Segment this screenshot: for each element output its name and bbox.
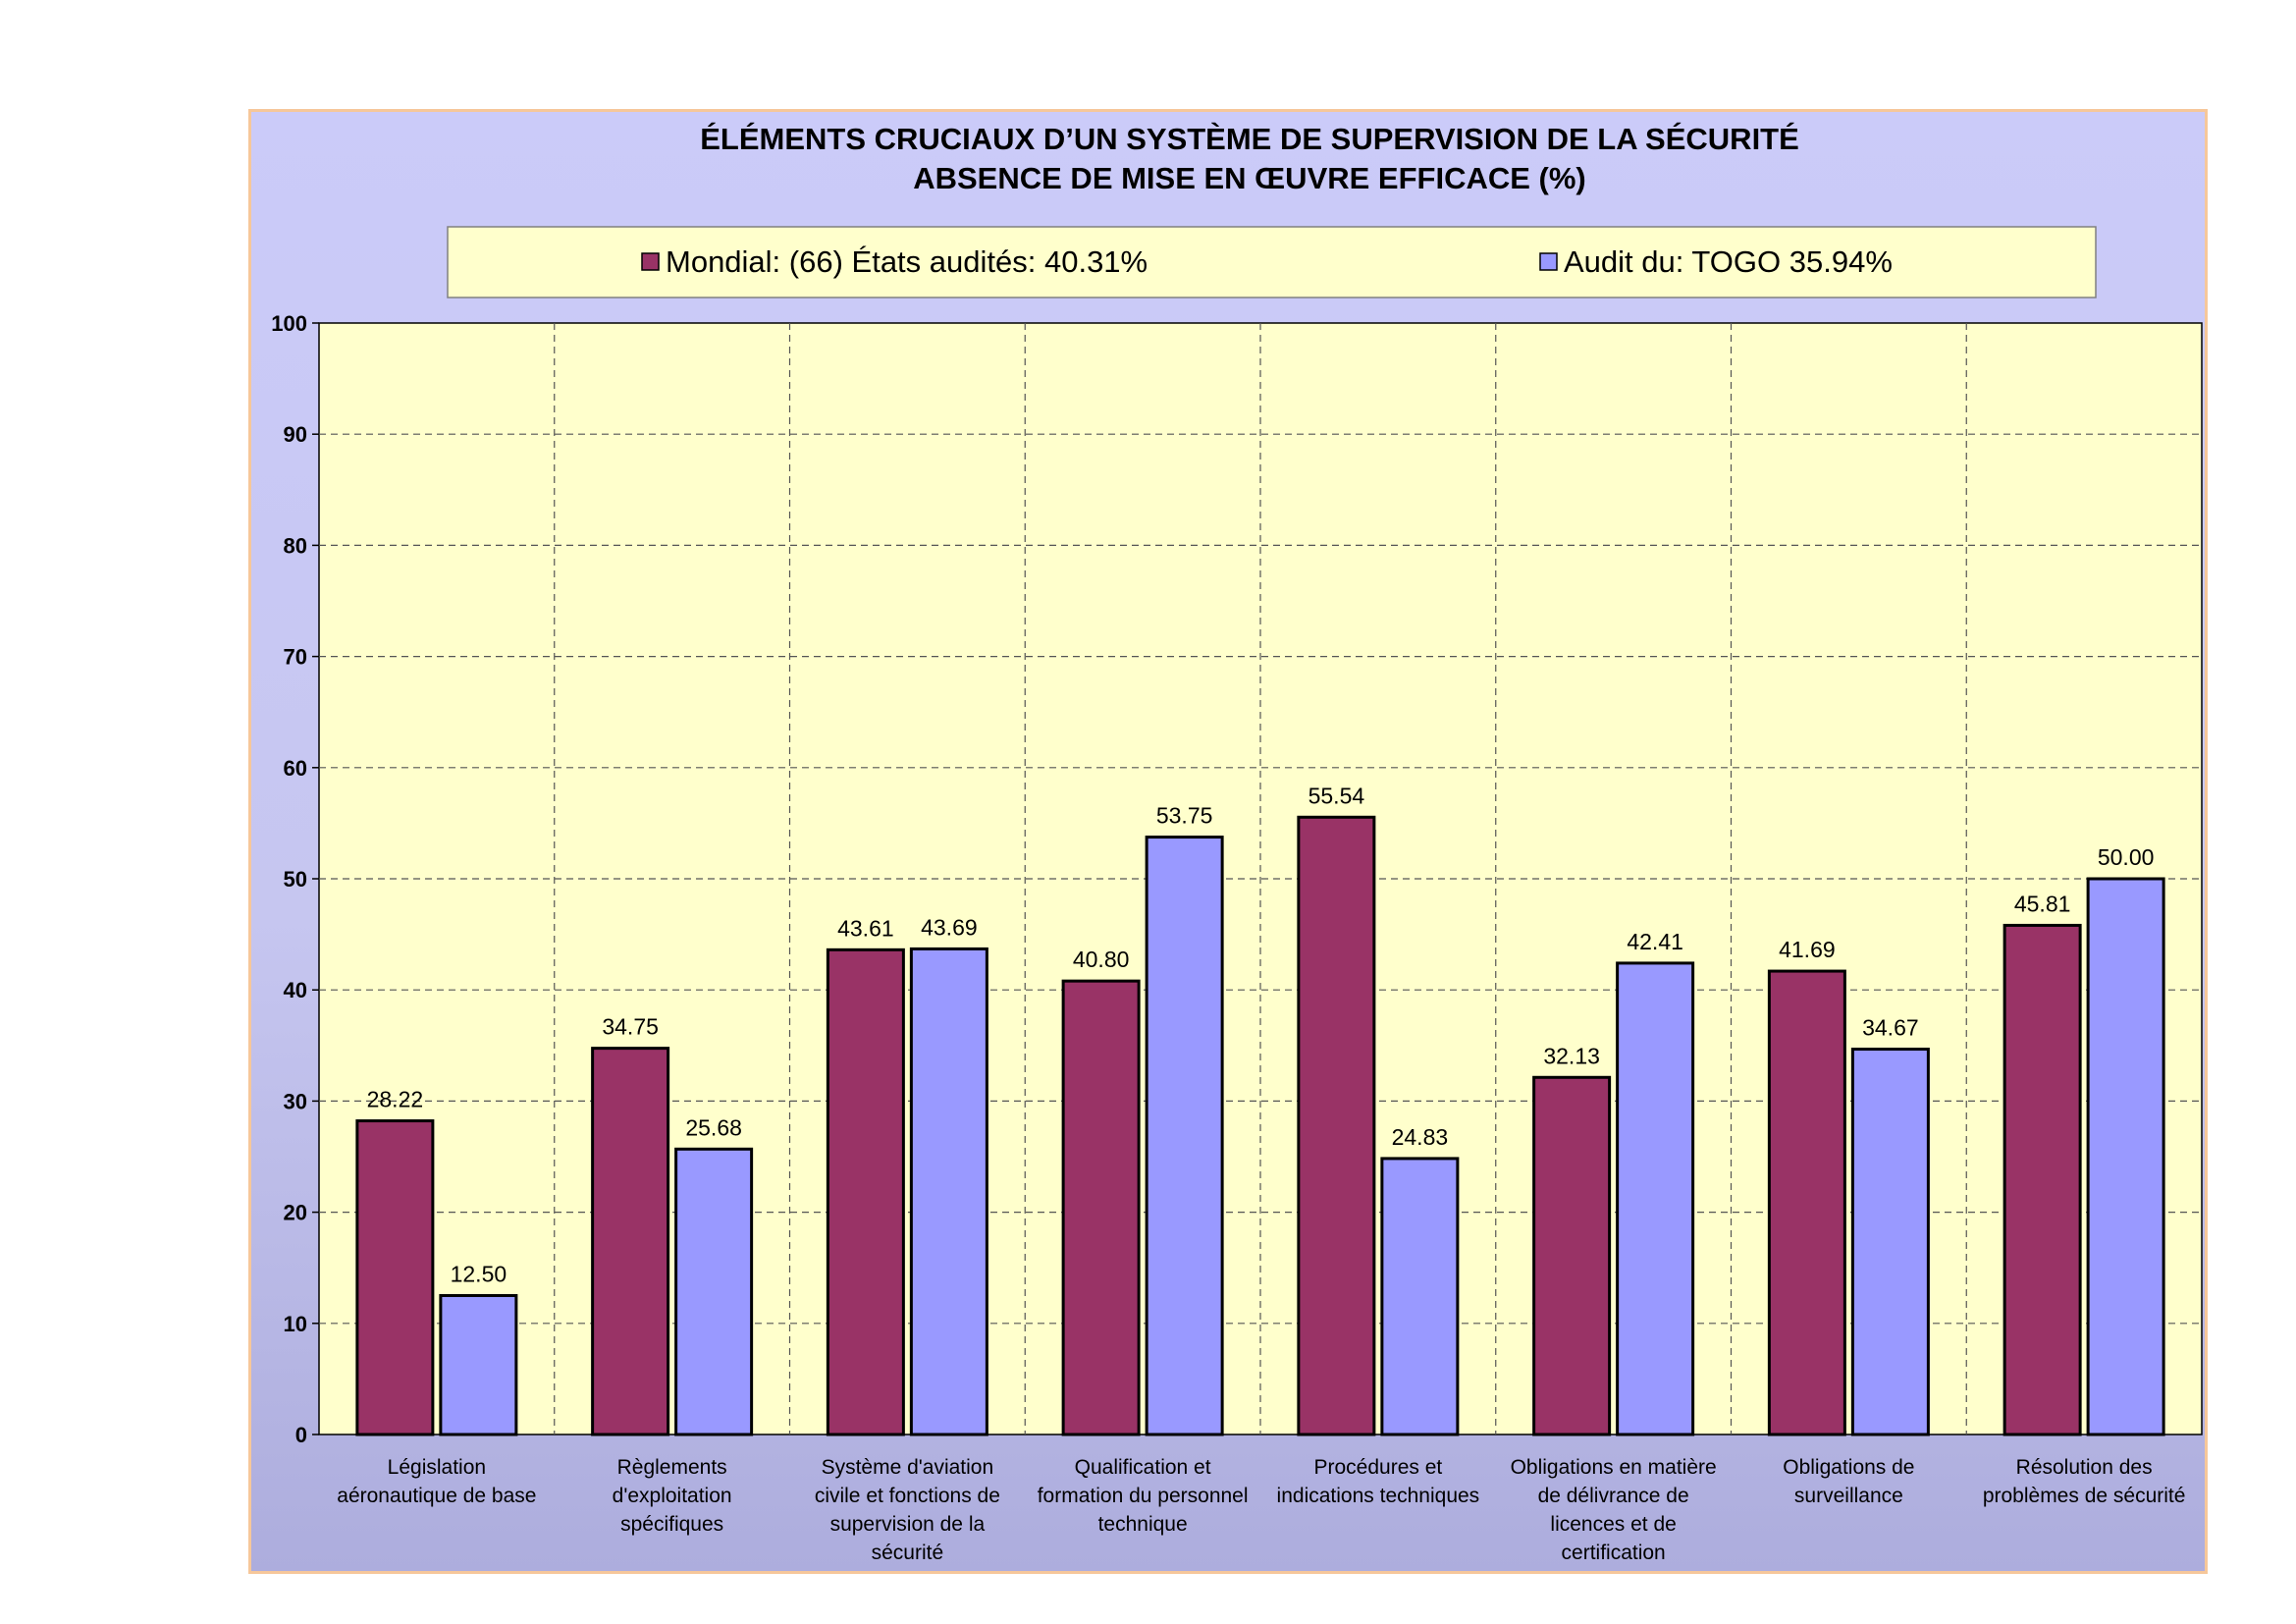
y-tick-label: 90 bbox=[284, 422, 307, 447]
legend-box bbox=[447, 226, 2097, 298]
legend-label-togo: Audit du: TOGO 35.94% bbox=[1564, 244, 1893, 279]
x-tick-label: technique bbox=[1098, 1513, 1188, 1536]
bar bbox=[1380, 1157, 1460, 1436]
data-label: 53.75 bbox=[1156, 803, 1213, 829]
x-tick-label: Système d'aviation bbox=[822, 1456, 994, 1479]
y-tick-label: 0 bbox=[295, 1423, 307, 1447]
bar-chart: ÉLÉMENTS CRUCIAUX D’UN SYSTÈME DE SUPERV… bbox=[271, 122, 2203, 1564]
bar bbox=[2086, 877, 2165, 1436]
plot-area: 0 10 20 30 40 50 60 70 80 90 100 28.22 12.50 Législat… bbox=[271, 311, 2203, 1564]
y-tick-label: 80 bbox=[284, 533, 307, 558]
legend-swatch-togo bbox=[1539, 252, 1558, 271]
x-tick-label: Procédures et bbox=[1314, 1456, 1443, 1479]
bar bbox=[591, 1047, 670, 1436]
chart-frame: ÉLÉMENTS CRUCIAUX D’UN SYSTÈME DE SUPERV… bbox=[248, 109, 2208, 1574]
x-tick-label: civile et fonctions de bbox=[815, 1485, 1000, 1507]
x-tick-label: de délivrance de bbox=[1538, 1485, 1689, 1507]
data-label: 55.54 bbox=[1308, 783, 1365, 808]
data-label: 28.22 bbox=[367, 1087, 424, 1112]
y-tick-label: 100 bbox=[271, 311, 307, 336]
bar bbox=[355, 1119, 435, 1436]
y-tick-label: 10 bbox=[284, 1312, 307, 1336]
x-tick-label: certification bbox=[1562, 1542, 1666, 1564]
x-tick-label: licences et de bbox=[1550, 1513, 1676, 1536]
data-label: 34.67 bbox=[1862, 1015, 1919, 1041]
y-tick-label: 40 bbox=[284, 978, 307, 1002]
x-tick-label: d'exploitation bbox=[613, 1485, 732, 1507]
data-label: 50.00 bbox=[2098, 844, 2155, 870]
bar bbox=[439, 1294, 518, 1436]
data-label: 25.68 bbox=[685, 1114, 742, 1140]
x-tick-label: aéronautique de base bbox=[337, 1485, 536, 1507]
bar bbox=[2002, 923, 2082, 1436]
y-tick-label: 70 bbox=[284, 645, 307, 670]
data-label: 34.75 bbox=[602, 1014, 659, 1040]
x-tick-label: indications techniques bbox=[1277, 1485, 1480, 1507]
bar bbox=[909, 947, 988, 1436]
data-label: 43.61 bbox=[837, 915, 894, 941]
legend-swatch-mondial bbox=[641, 252, 660, 271]
data-label: 45.81 bbox=[2014, 891, 2071, 916]
bar bbox=[1145, 836, 1224, 1436]
data-label: 41.69 bbox=[1779, 937, 1836, 962]
chart-title-line-2: ABSENCE DE MISE EN ŒUVRE EFFICACE (%) bbox=[913, 161, 1586, 195]
data-label: 32.13 bbox=[1543, 1043, 1600, 1068]
y-tick-label: 20 bbox=[284, 1201, 307, 1225]
y-tick-label: 50 bbox=[284, 867, 307, 892]
x-tick-label: Obligations en matière bbox=[1511, 1456, 1717, 1479]
data-label: 42.41 bbox=[1627, 929, 1683, 954]
bar bbox=[1297, 815, 1376, 1436]
y-tick-label: 60 bbox=[284, 756, 307, 781]
legend-label-mondial: Mondial: (66) États audités: 40.31% bbox=[666, 244, 1148, 279]
x-tick-label: formation du personnel bbox=[1038, 1485, 1249, 1507]
y-tick-label: 30 bbox=[284, 1089, 307, 1113]
x-tick-label: problèmes de sécurité bbox=[1983, 1485, 2186, 1507]
chart-title-line-1: ÉLÉMENTS CRUCIAUX D’UN SYSTÈME DE SUPERV… bbox=[700, 122, 1799, 156]
data-label: 12.50 bbox=[451, 1262, 507, 1287]
x-tick-label: Obligations de bbox=[1783, 1456, 1914, 1479]
x-tick-label: Législation bbox=[388, 1456, 486, 1479]
x-tick-label: Règlements bbox=[617, 1456, 727, 1479]
x-tick-label: sécurité bbox=[872, 1542, 944, 1564]
bar bbox=[1767, 969, 1846, 1436]
data-label: 40.80 bbox=[1073, 947, 1130, 972]
bar bbox=[1532, 1075, 1612, 1436]
bar bbox=[826, 947, 905, 1436]
bar bbox=[1061, 979, 1141, 1436]
data-label: 24.83 bbox=[1392, 1124, 1449, 1150]
x-tick-label: Résolution des bbox=[2016, 1456, 2153, 1479]
bar bbox=[1616, 961, 1695, 1436]
x-tick-label: supervision de la bbox=[830, 1513, 986, 1536]
x-tick-label: spécifiques bbox=[620, 1513, 723, 1536]
bar bbox=[674, 1147, 754, 1436]
x-tick-label: surveillance bbox=[1794, 1485, 1903, 1507]
bar bbox=[1850, 1048, 1930, 1436]
x-tick-label: Qualification et bbox=[1075, 1456, 1211, 1479]
data-label: 43.69 bbox=[921, 914, 978, 940]
